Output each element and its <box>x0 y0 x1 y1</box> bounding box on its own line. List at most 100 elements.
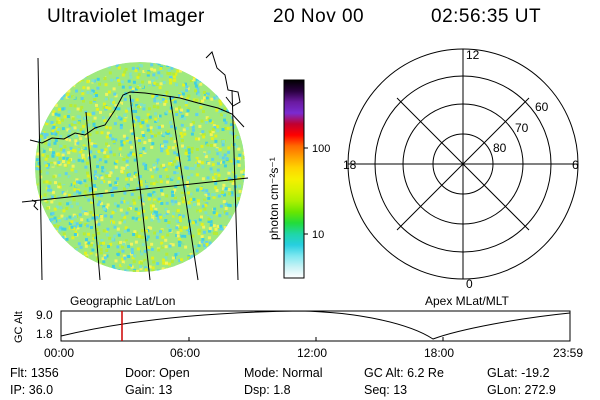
texture-speck <box>194 84 198 88</box>
texture-speck <box>104 189 108 193</box>
texture-speck <box>31 216 34 219</box>
texture-speck <box>205 254 209 257</box>
texture-speck <box>142 209 146 213</box>
texture-speck <box>110 98 114 102</box>
texture-speck <box>215 279 218 282</box>
texture-speck <box>119 263 123 267</box>
texture-speck <box>57 153 61 157</box>
texture-speck <box>66 246 70 250</box>
texture-speck <box>179 110 183 114</box>
texture-speck <box>157 219 161 223</box>
texture-speck <box>177 202 181 206</box>
texture-speck <box>233 236 237 240</box>
texture-speck <box>117 66 121 70</box>
texture-speck <box>180 188 184 192</box>
latitude-line <box>21 177 249 203</box>
texture-speck <box>160 202 164 205</box>
texture-speck <box>185 112 189 116</box>
texture-speck <box>250 220 253 223</box>
texture-speck <box>139 125 143 129</box>
texture-speck <box>86 174 90 178</box>
texture-speck <box>27 181 30 184</box>
texture-speck <box>119 126 123 130</box>
texture-speck <box>122 199 126 203</box>
texture-speck <box>49 163 53 167</box>
texture-speck <box>175 113 179 116</box>
texture-speck <box>187 94 191 98</box>
texture-speck <box>217 161 220 165</box>
texture-speck <box>138 139 141 143</box>
texture-speck <box>240 278 243 281</box>
texture-speck <box>144 163 148 167</box>
texture-speck <box>94 236 98 240</box>
texture-speck <box>58 107 61 111</box>
texture-speck <box>125 211 129 215</box>
texture-speck <box>126 72 130 76</box>
texture-speck <box>222 58 225 61</box>
texture-speck <box>137 212 141 215</box>
texture-speck <box>65 280 68 283</box>
texture-speck <box>242 67 245 71</box>
texture-speck <box>92 111 96 115</box>
status-dsp: Dsp: 1.8 <box>244 383 291 397</box>
texture-speck <box>150 242 154 246</box>
texture-speck <box>119 117 123 121</box>
texture-speck <box>150 218 154 222</box>
texture-speck <box>29 261 32 264</box>
texture-speck <box>93 273 96 276</box>
texture-speck <box>103 279 106 282</box>
texture-speck <box>165 252 169 256</box>
texture-speck <box>140 188 144 192</box>
texture-speck <box>189 192 193 196</box>
texture-speck <box>110 189 114 193</box>
texture-speck <box>252 229 255 232</box>
texture-speck <box>246 92 249 95</box>
texture-speck <box>172 214 175 218</box>
texture-speck <box>131 256 135 260</box>
texture-speck <box>176 252 180 255</box>
texture-speck <box>169 76 172 80</box>
texture-speck <box>180 108 184 112</box>
texture-speck <box>203 207 207 211</box>
texture-speck <box>159 59 162 62</box>
texture-speck <box>212 179 216 183</box>
texture-speck <box>103 59 106 62</box>
texture-speck <box>249 71 252 74</box>
texture-speck <box>171 256 175 260</box>
texture-speck <box>48 195 52 199</box>
texture-speck <box>35 217 37 221</box>
texture-speck <box>175 107 178 111</box>
texture-speck <box>242 107 245 111</box>
texture-speck <box>59 62 63 63</box>
texture-speck <box>96 56 99 59</box>
texture-speck <box>214 258 218 262</box>
texture-speck <box>251 107 254 110</box>
texture-speck <box>56 163 60 167</box>
texture-speck <box>165 201 169 205</box>
texture-speck <box>247 86 250 89</box>
texture-speck <box>225 236 229 240</box>
texture-speck <box>199 79 203 83</box>
texture-speck <box>94 218 98 222</box>
texture-speck <box>249 93 252 96</box>
texture-speck <box>137 141 141 145</box>
texture-speck <box>48 102 52 106</box>
texture-speck <box>115 135 119 139</box>
texture-speck <box>135 98 139 102</box>
texture-speck <box>28 86 31 89</box>
texture-speck <box>130 170 134 174</box>
texture-speck <box>86 80 90 84</box>
texture-speck <box>151 94 155 98</box>
texture-speck <box>247 226 250 229</box>
texture-speck <box>250 264 253 267</box>
texture-speck <box>51 163 55 167</box>
texture-speck <box>148 139 152 142</box>
texture-speck <box>71 173 75 177</box>
texture-speck <box>109 150 113 154</box>
texture-speck <box>25 164 28 167</box>
texture-speck <box>94 220 98 224</box>
texture-speck <box>222 139 225 143</box>
texture-speck <box>243 156 245 159</box>
texture-speck <box>180 65 183 69</box>
texture-speck <box>230 71 234 75</box>
